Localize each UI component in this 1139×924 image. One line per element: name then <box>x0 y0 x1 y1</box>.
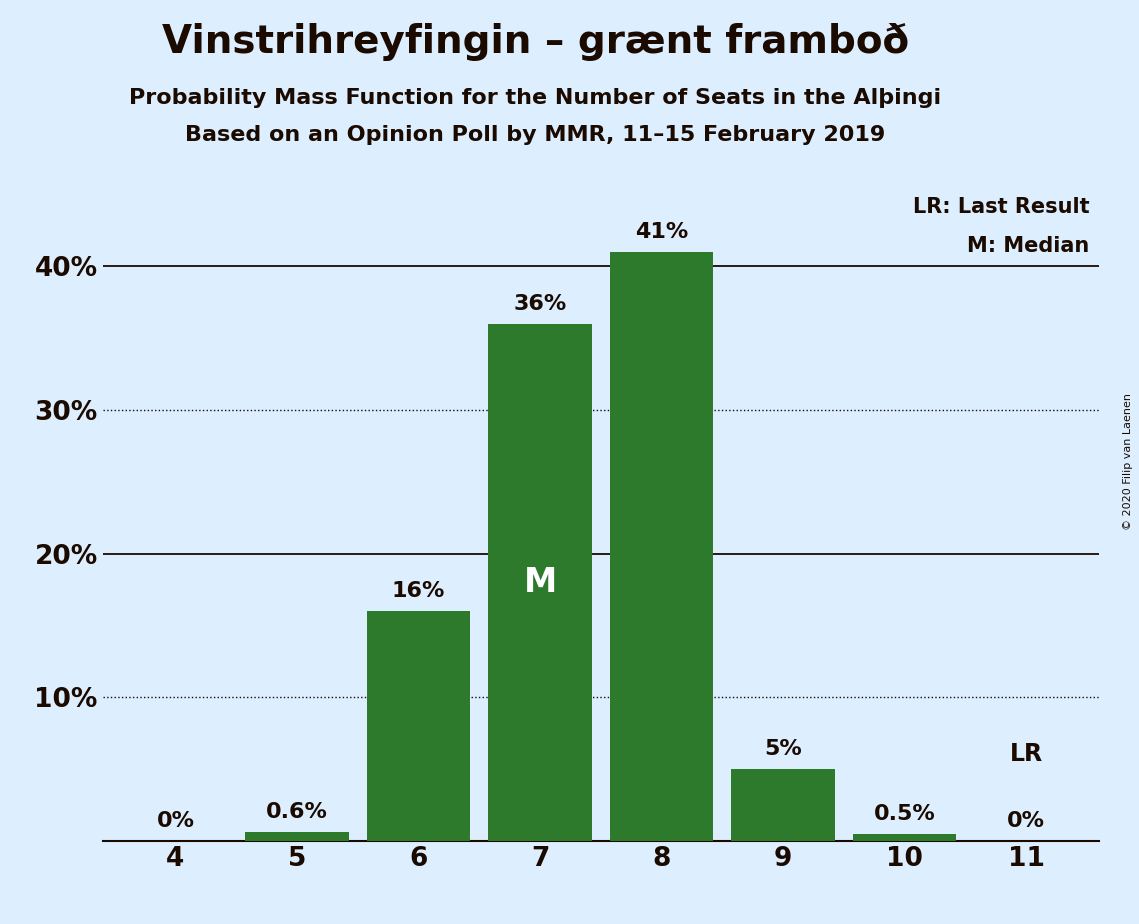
Text: Vinstrihreyfingin – grænt framboð: Vinstrihreyfingin – grænt framboð <box>162 23 909 61</box>
Text: 5%: 5% <box>764 739 802 759</box>
Text: © 2020 Filip van Laenen: © 2020 Filip van Laenen <box>1123 394 1133 530</box>
Text: 0.5%: 0.5% <box>874 804 935 823</box>
Bar <box>731 769 835 841</box>
Bar <box>611 252 713 841</box>
Text: LR: LR <box>1009 742 1043 766</box>
Text: M: M <box>524 565 557 599</box>
Bar <box>245 833 349 841</box>
Text: 0%: 0% <box>1007 810 1046 831</box>
Text: M: Median: M: Median <box>967 237 1089 256</box>
Bar <box>489 323 591 841</box>
Text: 0%: 0% <box>156 810 195 831</box>
Text: Probability Mass Function for the Number of Seats in the Alþingi: Probability Mass Function for the Number… <box>129 88 942 108</box>
Text: 16%: 16% <box>392 581 445 601</box>
Bar <box>367 611 470 841</box>
Text: Based on an Opinion Poll by MMR, 11–15 February 2019: Based on an Opinion Poll by MMR, 11–15 F… <box>186 125 885 145</box>
Text: 41%: 41% <box>634 222 688 242</box>
Text: LR: Last Result: LR: Last Result <box>912 197 1089 217</box>
Bar <box>853 833 957 841</box>
Text: 0.6%: 0.6% <box>267 802 328 822</box>
Text: 36%: 36% <box>514 294 567 314</box>
